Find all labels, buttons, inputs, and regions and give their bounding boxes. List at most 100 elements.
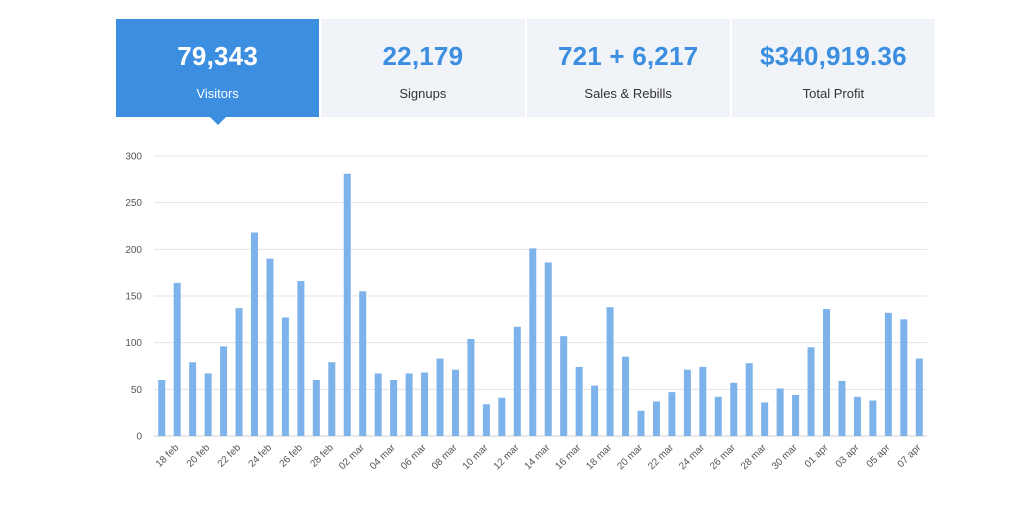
active-caret-icon — [209, 117, 226, 125]
x-tick-label: 28 feb — [308, 442, 336, 470]
stat-sales-label: Sales & Rebills — [584, 86, 672, 101]
bar-02-apr[interactable] — [838, 380, 846, 436]
bar-29-mar[interactable] — [776, 388, 784, 436]
bar-01-mar[interactable] — [343, 173, 351, 436]
bar-12-mar[interactable] — [513, 326, 521, 436]
chart-bars — [158, 173, 923, 436]
bar-22-feb[interactable] — [235, 308, 243, 436]
y-tick-label: 200 — [125, 245, 142, 256]
bar-17-mar[interactable] — [591, 385, 599, 436]
x-tick-label: 07 apr — [896, 442, 924, 470]
x-tick-label: 03 apr — [834, 442, 862, 470]
stats-bar: 79,343 Visitors 22,179 Signups 721 + 6,2… — [116, 19, 935, 125]
bar-27-feb[interactable] — [312, 380, 320, 436]
bar-14-mar[interactable] — [544, 262, 552, 436]
x-tick-label: 24 feb — [247, 442, 275, 470]
bar-25-feb[interactable] — [281, 317, 289, 436]
bar-06-mar[interactable] — [421, 372, 429, 436]
bar-23-feb[interactable] — [250, 232, 258, 436]
x-tick-label: 12 mar — [492, 442, 522, 472]
bar-26-feb[interactable] — [297, 281, 305, 436]
x-tick-label: 16 mar — [553, 442, 583, 472]
bar-10-mar[interactable] — [482, 404, 490, 436]
stat-sales-tab[interactable]: 721 + 6,217 Sales & Rebills — [526, 19, 732, 117]
x-tick-label: 22 mar — [646, 442, 676, 472]
bar-07-mar[interactable] — [436, 358, 444, 436]
bar-31-mar[interactable] — [807, 347, 815, 436]
bar-20-mar[interactable] — [637, 410, 645, 436]
x-tick-label: 05 apr — [865, 442, 893, 470]
bar-03-apr[interactable] — [853, 396, 861, 436]
y-tick-label: 100 — [125, 338, 142, 349]
bar-05-mar[interactable] — [405, 373, 413, 436]
x-tick-label: 14 mar — [523, 442, 553, 472]
bar-26-mar[interactable] — [730, 382, 738, 436]
x-tick-label: 30 mar — [770, 442, 800, 472]
stat-visitors-value: 79,343 — [177, 41, 258, 71]
bar-05-apr[interactable] — [884, 312, 892, 436]
bar-21-feb[interactable] — [220, 346, 228, 436]
x-tick-label: 10 mar — [461, 442, 491, 472]
x-tick-label: 18 mar — [584, 442, 614, 472]
bar-13-mar[interactable] — [529, 248, 537, 436]
bar-19-mar[interactable] — [622, 356, 630, 436]
x-tick-label: 22 feb — [216, 442, 244, 470]
bar-01-apr[interactable] — [823, 309, 831, 436]
y-tick-label: 300 — [125, 152, 142, 163]
bar-17-feb[interactable] — [158, 380, 166, 436]
bar-23-mar[interactable] — [683, 369, 691, 436]
bar-09-mar[interactable] — [467, 338, 475, 436]
bar-04-apr[interactable] — [869, 400, 877, 436]
y-tick-label: 150 — [125, 292, 142, 303]
bar-02-mar[interactable] — [359, 291, 367, 436]
bar-30-mar[interactable] — [792, 394, 800, 436]
bar-24-mar[interactable] — [699, 366, 707, 436]
bar-18-mar[interactable] — [606, 307, 614, 436]
stat-signups-label: Signups — [399, 86, 447, 101]
bar-15-mar[interactable] — [560, 336, 568, 436]
x-tick-label: 20 mar — [615, 442, 645, 472]
x-tick-label: 02 mar — [337, 442, 367, 472]
bar-04-mar[interactable] — [390, 380, 398, 436]
bar-21-mar[interactable] — [652, 401, 660, 436]
y-tick-label: 250 — [125, 198, 142, 209]
x-tick-label: 24 mar — [677, 442, 707, 472]
stat-signups-tab[interactable]: 22,179 Signups — [321, 19, 527, 117]
bar-19-feb[interactable] — [189, 362, 197, 436]
x-tick-label: 06 mar — [399, 442, 429, 472]
bar-18-feb[interactable] — [173, 282, 181, 436]
bar-03-mar[interactable] — [374, 373, 382, 436]
stat-visitors-label: Visitors — [196, 86, 239, 101]
bar-24-feb[interactable] — [266, 258, 274, 436]
bar-22-mar[interactable] — [668, 392, 676, 436]
bar-08-mar[interactable] — [451, 369, 459, 436]
x-tick-label: 18 feb — [154, 442, 182, 470]
y-tick-label: 50 — [131, 385, 143, 396]
x-tick-label: 28 mar — [739, 442, 769, 472]
x-axis-ticks: 18 feb 20 feb 22 feb 24 feb 26 feb 28 feb 02 m… — [154, 442, 924, 472]
bar-06-apr[interactable] — [900, 319, 908, 436]
stat-signups-value: 22,179 — [382, 41, 464, 71]
y-axis-ticks: 0 50 100 150 200 250 300 — [125, 152, 142, 443]
stat-sales-value: 721 + 6,217 — [557, 41, 699, 71]
y-tick-label: 0 — [136, 432, 142, 443]
bar-25-mar[interactable] — [714, 396, 722, 436]
bar-28-feb[interactable] — [328, 362, 336, 436]
bar-20-feb[interactable] — [204, 373, 212, 436]
x-tick-label: 26 mar — [708, 442, 738, 472]
bar-27-mar[interactable] — [745, 363, 753, 436]
x-tick-label: 04 mar — [368, 442, 398, 472]
x-tick-label: 26 feb — [278, 442, 306, 470]
stat-profit-tab[interactable]: $340,919.36 Total Profit — [731, 19, 935, 117]
bar-11-mar[interactable] — [498, 397, 506, 436]
bar-07-apr[interactable] — [915, 358, 923, 436]
stat-profit-label: Total Profit — [802, 86, 865, 101]
bar-28-mar[interactable] — [761, 402, 769, 436]
bar-16-mar[interactable] — [575, 366, 583, 436]
x-tick-label: 01 apr — [803, 442, 831, 470]
stat-profit-value: $340,919.36 — [759, 41, 907, 71]
x-tick-label: 08 mar — [430, 442, 460, 472]
stat-visitors-tab[interactable]: 79,343 Visitors — [116, 19, 322, 125]
x-tick-label: 20 feb — [185, 442, 213, 470]
